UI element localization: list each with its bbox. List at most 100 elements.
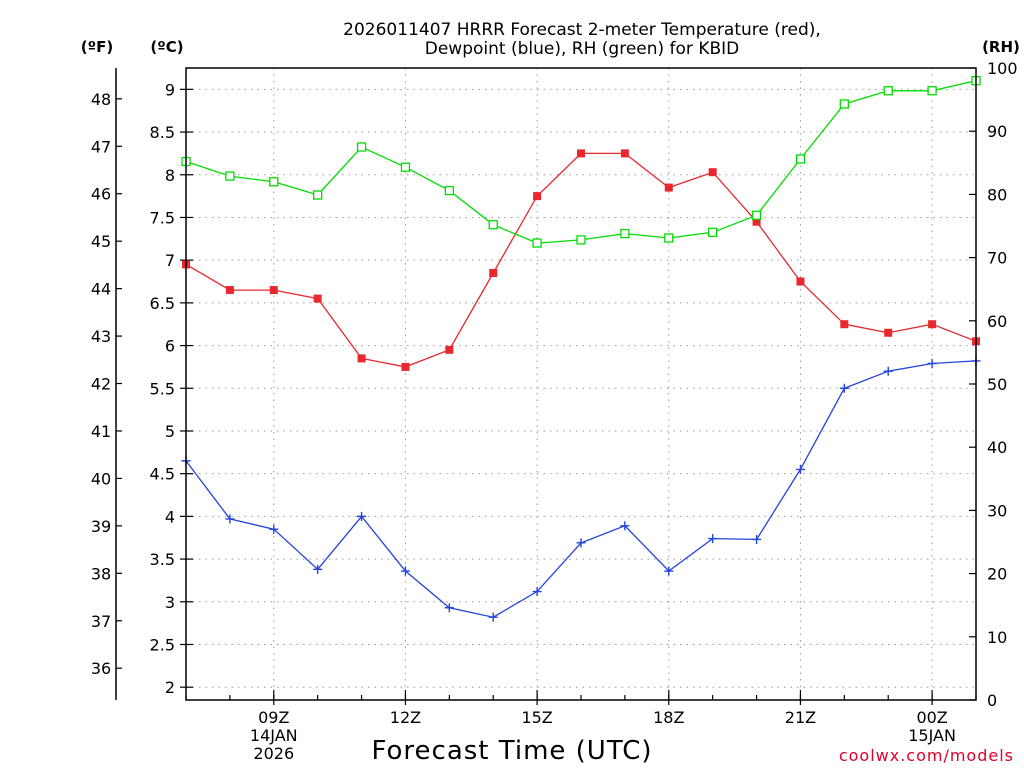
dewpoint-point [357,511,367,521]
dewpoint-point [883,366,893,376]
time-tick-label: 09Z [258,708,289,727]
rh-point [708,227,718,237]
rh-point [269,177,279,187]
celsius-tick-label: 3 [165,593,175,612]
fahrenheit-tick-label: 40 [91,469,111,488]
celsius-tick-label: 4.5 [150,465,175,484]
celsius-tick-label: 7 [165,251,175,270]
celsius-tick-label: 2 [165,678,175,697]
temperature-point [708,168,717,177]
rh-tick-label: 30 [987,501,1007,520]
rh-point [400,162,411,172]
time-tick-label: 15Z [521,708,552,727]
rh-tick-label: 40 [987,438,1007,457]
plot-frame [185,67,977,701]
time-tick-label: 21Z [785,708,816,727]
temperature-point [313,294,322,303]
rh-point [927,86,937,96]
fahrenheit-tick-label: 41 [91,422,111,441]
fahrenheit-tick-label: 36 [91,659,111,678]
time-tick-label: 15JAN [908,726,956,745]
temperature-point [577,149,585,158]
temperature-point [401,362,410,371]
dewpoint-point [795,464,805,474]
dewpoint-point [927,359,937,369]
rh-tick-label: 80 [987,185,1007,204]
rh-point [620,228,630,239]
fahrenheit-tick-label: 47 [91,137,111,156]
fahrenheit-tick-label: 44 [91,280,111,299]
dewpoint-point [576,538,586,548]
rh-unit-label: (RH) [982,38,1020,56]
rh-point [795,154,806,164]
fahrenheit-tick-label: 38 [91,564,111,583]
celsius-tick-label: 9 [165,80,175,99]
celsius-axis-ticks: 2 2.5 3 3.5 4 4.5 5 5.5 6 6.5 7 7.5 8 8.5 9 [150,80,193,697]
temperature-point [840,320,849,329]
fahrenheit-tick-label: 43 [91,327,111,346]
dewpoint-point [400,566,410,576]
celsius-tick-label: 7.5 [150,208,175,227]
dewpoint-point [313,564,323,574]
rh-tick-label: 70 [987,249,1007,268]
fahrenheit-unit-label: (ºF) [81,38,113,56]
rh-tick-label: 100 [987,59,1018,78]
dewpoint-line [185,360,977,618]
rh-point [356,142,367,152]
dewpoint-point [752,534,762,544]
celsius-unit-label: (ºC) [150,38,183,56]
rh-point [751,210,762,220]
time-tick-label: 2026 [253,744,294,763]
dewpoint-point [839,383,849,393]
rh-tick-label: 10 [987,628,1007,647]
rh-line [185,79,977,244]
dewpoint-series [181,356,981,622]
temperature-point [489,268,498,277]
celsius-tick-label: 8 [165,166,175,185]
temperature-point [752,217,761,226]
rh-tick-label: 20 [987,565,1007,584]
dewpoint-point [532,587,542,597]
temperature-point [225,286,234,295]
fahrenheit-tick-label: 37 [91,612,111,631]
dewpoint-point [444,603,454,613]
dewpoint-point [488,612,498,622]
celsius-tick-label: 6.5 [150,294,175,313]
fahrenheit-tick-label: 45 [91,232,111,251]
dewpoint-point [708,534,718,544]
time-tick-label: 14JAN [250,726,298,745]
temperature-point [445,345,454,354]
time-tick-label: 12Z [390,708,421,727]
dewpoint-point [664,566,674,576]
temperature-point [357,354,366,363]
temperature-point [533,192,542,201]
temperature-series [182,149,980,371]
rh-tick-label: 0 [987,691,997,710]
celsius-tick-label: 5.5 [150,379,175,398]
celsius-tick-label: 2.5 [150,635,175,654]
rh-axis-ticks: 0 10 20 30 40 50 60 70 80 90 100 [969,59,1018,710]
x-axis-label: Forecast Time (UTC) [371,736,652,766]
celsius-tick-label: 5 [165,422,175,441]
celsius-tick-label: 6 [165,337,175,356]
temperature-point [269,286,278,295]
rh-series [181,75,981,248]
celsius-tick-label: 3.5 [150,550,175,569]
temperature-point [796,277,805,286]
rh-point [313,190,323,200]
dewpoint-point [225,514,235,524]
temperature-point [620,149,629,158]
temperature-point [928,320,937,329]
chart-title-line-2: Dewpoint (blue), RH (green) for KBID [425,39,740,59]
rh-point [444,185,454,196]
chart-title-line-1: 2026011407 HRRR Forecast 2-meter Tempera… [343,20,821,40]
fahrenheit-axis-ticks: 36 37 38 39 40 41 42 43 44 45 46 47 48 [91,90,122,678]
rh-tick-label: 90 [987,122,1007,141]
temperature-point [664,183,673,192]
celsius-tick-label: 4 [165,507,175,526]
temperature-point [884,328,893,337]
fahrenheit-tick-label: 39 [91,517,111,536]
rh-point [488,220,498,230]
rh-tick-label: 60 [987,312,1007,331]
